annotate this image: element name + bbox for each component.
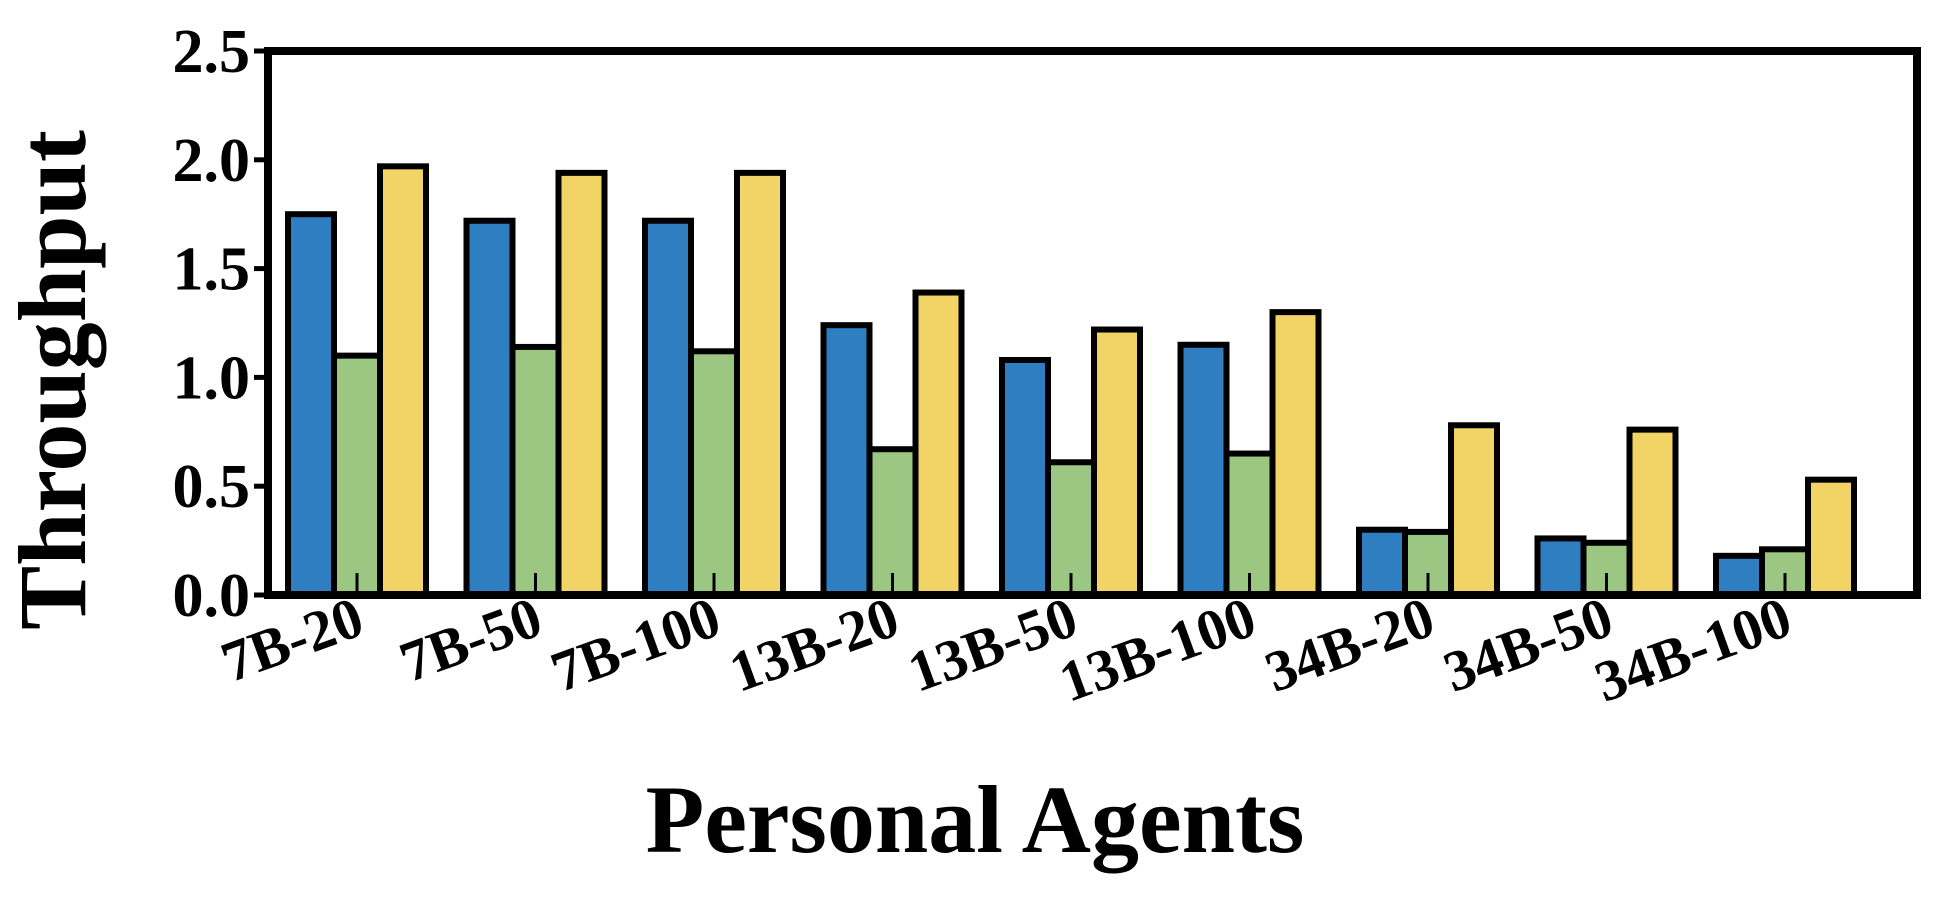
bar-7B-50-series-3 <box>555 169 608 599</box>
x-tick-label-13B-50: 13B-50 <box>900 584 1086 705</box>
bar-7B-100-series-3 <box>734 169 786 599</box>
x-axis-title: Personal Agents <box>646 766 1305 873</box>
bars-layer <box>285 163 1857 599</box>
x-tick-label-7B-50: 7B-50 <box>391 584 549 695</box>
bar-7B-20-series-2 <box>331 352 383 599</box>
plot-frame <box>264 47 1921 599</box>
bar-13B-20-series-1 <box>820 322 873 598</box>
bar-7B-20-series-1 <box>285 211 337 598</box>
x-tick-label-7B-100: 7B-100 <box>543 584 729 705</box>
bar-34B-100-series-3 <box>1805 476 1857 598</box>
bar-13B-100-series-1 <box>1177 341 1230 599</box>
x-tick-label-34B-50: 34B-50 <box>1435 584 1621 705</box>
bar-7B-50-series-1 <box>463 217 516 598</box>
x-tick-label-34B-20: 34B-20 <box>1257 584 1443 705</box>
bar-13B-20-series-2 <box>866 446 919 599</box>
bar-13B-100-series-3 <box>1269 309 1322 598</box>
bar-7B-100-series-1 <box>642 217 694 598</box>
y-tick-label-2.5: 2.5 <box>173 18 251 86</box>
y-tick-label-0.0: 0.0 <box>173 562 251 630</box>
y-axis-title: Throughput <box>0 130 106 630</box>
bar-13B-100-series-2 <box>1223 450 1276 598</box>
y-axis-ticks: 0.0 0.5 1.0 1.5 2.0 2.5 <box>173 18 268 630</box>
y-tick-label-1.0: 1.0 <box>173 344 251 412</box>
x-axis-category-labels: 7B-20 7B-507B-10013B-2013B-5013B-10034B-2… <box>213 584 1799 715</box>
y-tick-label-0.5: 0.5 <box>173 453 251 521</box>
bar-34B-50-series-3 <box>1626 426 1679 598</box>
bar-34B-20-series-3 <box>1448 422 1500 598</box>
bar-13B-50-series-1 <box>999 356 1051 598</box>
bar-7B-20-series-3 <box>377 163 429 598</box>
x-tick-label-13B-100: 13B-100 <box>1051 584 1264 715</box>
y-tick-label-2.0: 2.0 <box>173 127 251 195</box>
bar-7B-50-series-2 <box>509 343 562 598</box>
bar-7B-100-series-2 <box>688 348 740 598</box>
bar-34B-20-series-1 <box>1356 526 1408 598</box>
bar-34B-50-series-1 <box>1534 535 1587 599</box>
x-tick-label-13B-20: 13B-20 <box>721 584 907 705</box>
x-tick-label-34B-100: 34B-100 <box>1586 584 1799 715</box>
bar-13B-50-series-3 <box>1091 326 1143 598</box>
bar-34B-100-series-1 <box>1713 552 1765 598</box>
y-tick-label-1.5: 1.5 <box>173 236 251 304</box>
bar-13B-20-series-3 <box>912 289 965 598</box>
